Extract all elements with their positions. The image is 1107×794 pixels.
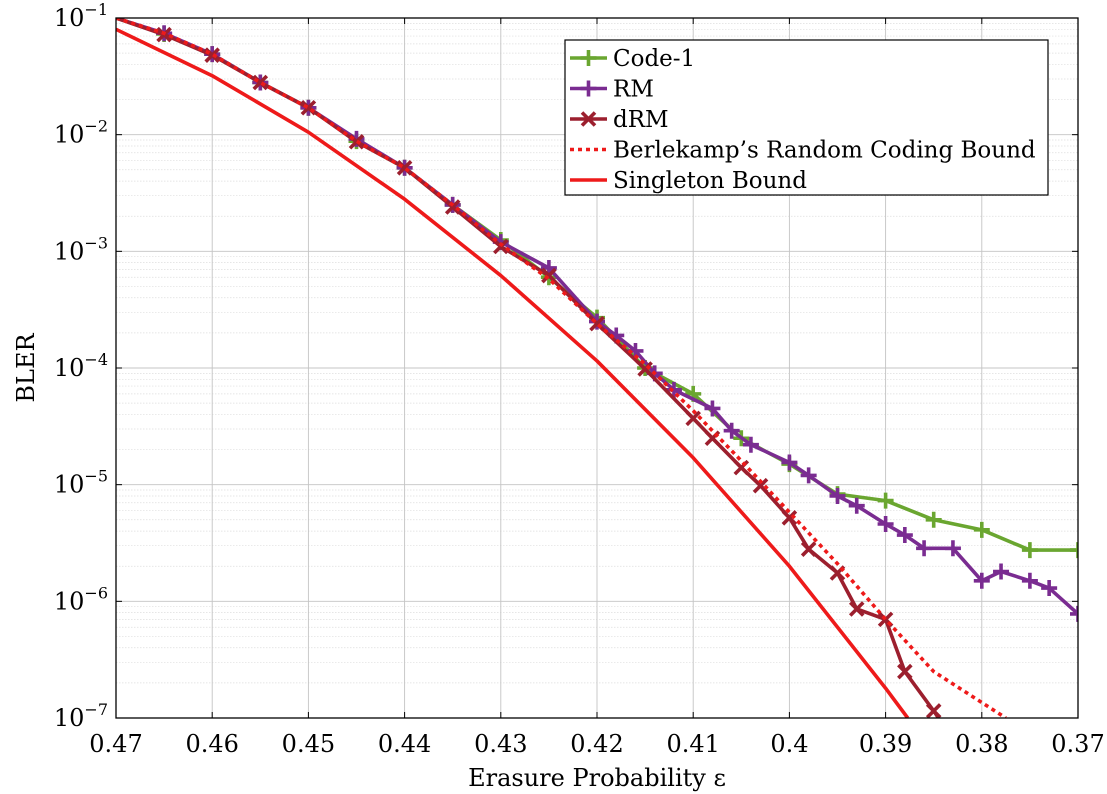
series-singleton-bound — [116, 27, 910, 718]
data-point — [993, 563, 1010, 580]
series-line-berlekamp-s-random-coding-bound — [116, 18, 1007, 718]
data-point — [896, 527, 913, 544]
series-line-drm — [116, 18, 940, 718]
x-tick-label: 0.45 — [282, 730, 335, 758]
data-point — [752, 477, 769, 494]
legend-label-drm: dRM — [613, 107, 669, 133]
data-point — [877, 516, 894, 533]
legend-marker-code-1 — [580, 50, 597, 66]
x-tick-label: 0.42 — [570, 730, 623, 758]
y-tick-labels: 10−7 10−6 10−5 10−4 10−3 10−2 10−1 — [54, 0, 108, 732]
y-tick-label: 10−7 — [54, 700, 108, 732]
x-tick-label: 0.46 — [185, 730, 238, 758]
x-axis-label: Erasure Probability ε — [468, 764, 726, 792]
y-axis-label: BLER — [12, 332, 40, 402]
y-tick-label: 10−4 — [54, 350, 108, 382]
data-point — [493, 238, 509, 255]
data-point — [897, 663, 913, 680]
data-point — [1021, 572, 1038, 589]
data-point — [1041, 580, 1058, 597]
data-point — [733, 459, 750, 476]
data-point — [742, 436, 759, 453]
y-tick-label: 10−6 — [54, 583, 108, 615]
x-tick-label: 0.44 — [378, 730, 431, 758]
data-point — [848, 497, 865, 514]
y-tick-label: 10−2 — [54, 117, 108, 149]
y-tick-label: 10−1 — [54, 0, 108, 32]
y-tick-marks — [116, 17, 1078, 719]
series-layer — [116, 18, 1078, 718]
x-tick-label: 0.4 — [770, 730, 808, 758]
data-point — [781, 510, 798, 526]
legend-label-code-1: Code-1 — [613, 46, 695, 72]
data-point — [800, 467, 817, 484]
x-tick-label: 0.37 — [1051, 730, 1104, 758]
data-point — [685, 410, 701, 427]
y-tick-label: 10−5 — [54, 467, 108, 499]
x-tick-label: 0.43 — [474, 730, 527, 758]
data-point — [1070, 542, 1078, 559]
x-tick-label: 0.38 — [955, 730, 1008, 758]
data-point — [848, 601, 865, 617]
legend-label-singleton-bound: Singleton Bound — [613, 168, 807, 194]
data-point — [704, 400, 721, 417]
data-point — [925, 703, 942, 718]
data-point — [1021, 542, 1038, 559]
series-berlekamp-s-random-coding-bound — [116, 18, 1007, 718]
data-point — [637, 361, 653, 377]
x-tick-marks — [115, 18, 1079, 718]
data-point — [1070, 605, 1078, 622]
legend-label-rm: RM — [613, 77, 654, 103]
legend-marker-rm — [580, 80, 597, 97]
x-tick-labels: 0.47 0.46 0.45 0.44 0.43 0.42 0.41 0.4 0.39 0.38 0… — [89, 730, 1104, 758]
x-tick-label: 0.41 — [666, 730, 719, 758]
data-point — [800, 541, 817, 557]
data-point — [877, 492, 894, 509]
data-point — [916, 540, 933, 557]
data-point — [781, 454, 798, 471]
legend: Code-1 RM dRM Berlekamp’s Random Coding Bou… — [564, 39, 1049, 196]
legend-box — [564, 39, 1049, 196]
data-point — [944, 540, 961, 557]
data-point — [444, 199, 461, 215]
data-point — [541, 267, 557, 284]
legend-marker-drm — [580, 111, 597, 127]
x-tick-label: 0.47 — [89, 730, 142, 758]
data-point — [925, 511, 942, 528]
legend-label-berlekamp-s-random-coding-bound: Berlekamp’s Random Coding Bound — [613, 138, 1036, 164]
series-line-singleton-bound — [116, 27, 910, 718]
data-point — [829, 487, 846, 504]
series-drm — [116, 18, 942, 718]
data-point — [973, 521, 990, 538]
data-point — [723, 422, 740, 439]
data-point — [973, 572, 990, 589]
y-tick-label: 10−3 — [54, 233, 108, 265]
x-tick-label: 0.39 — [859, 730, 912, 758]
